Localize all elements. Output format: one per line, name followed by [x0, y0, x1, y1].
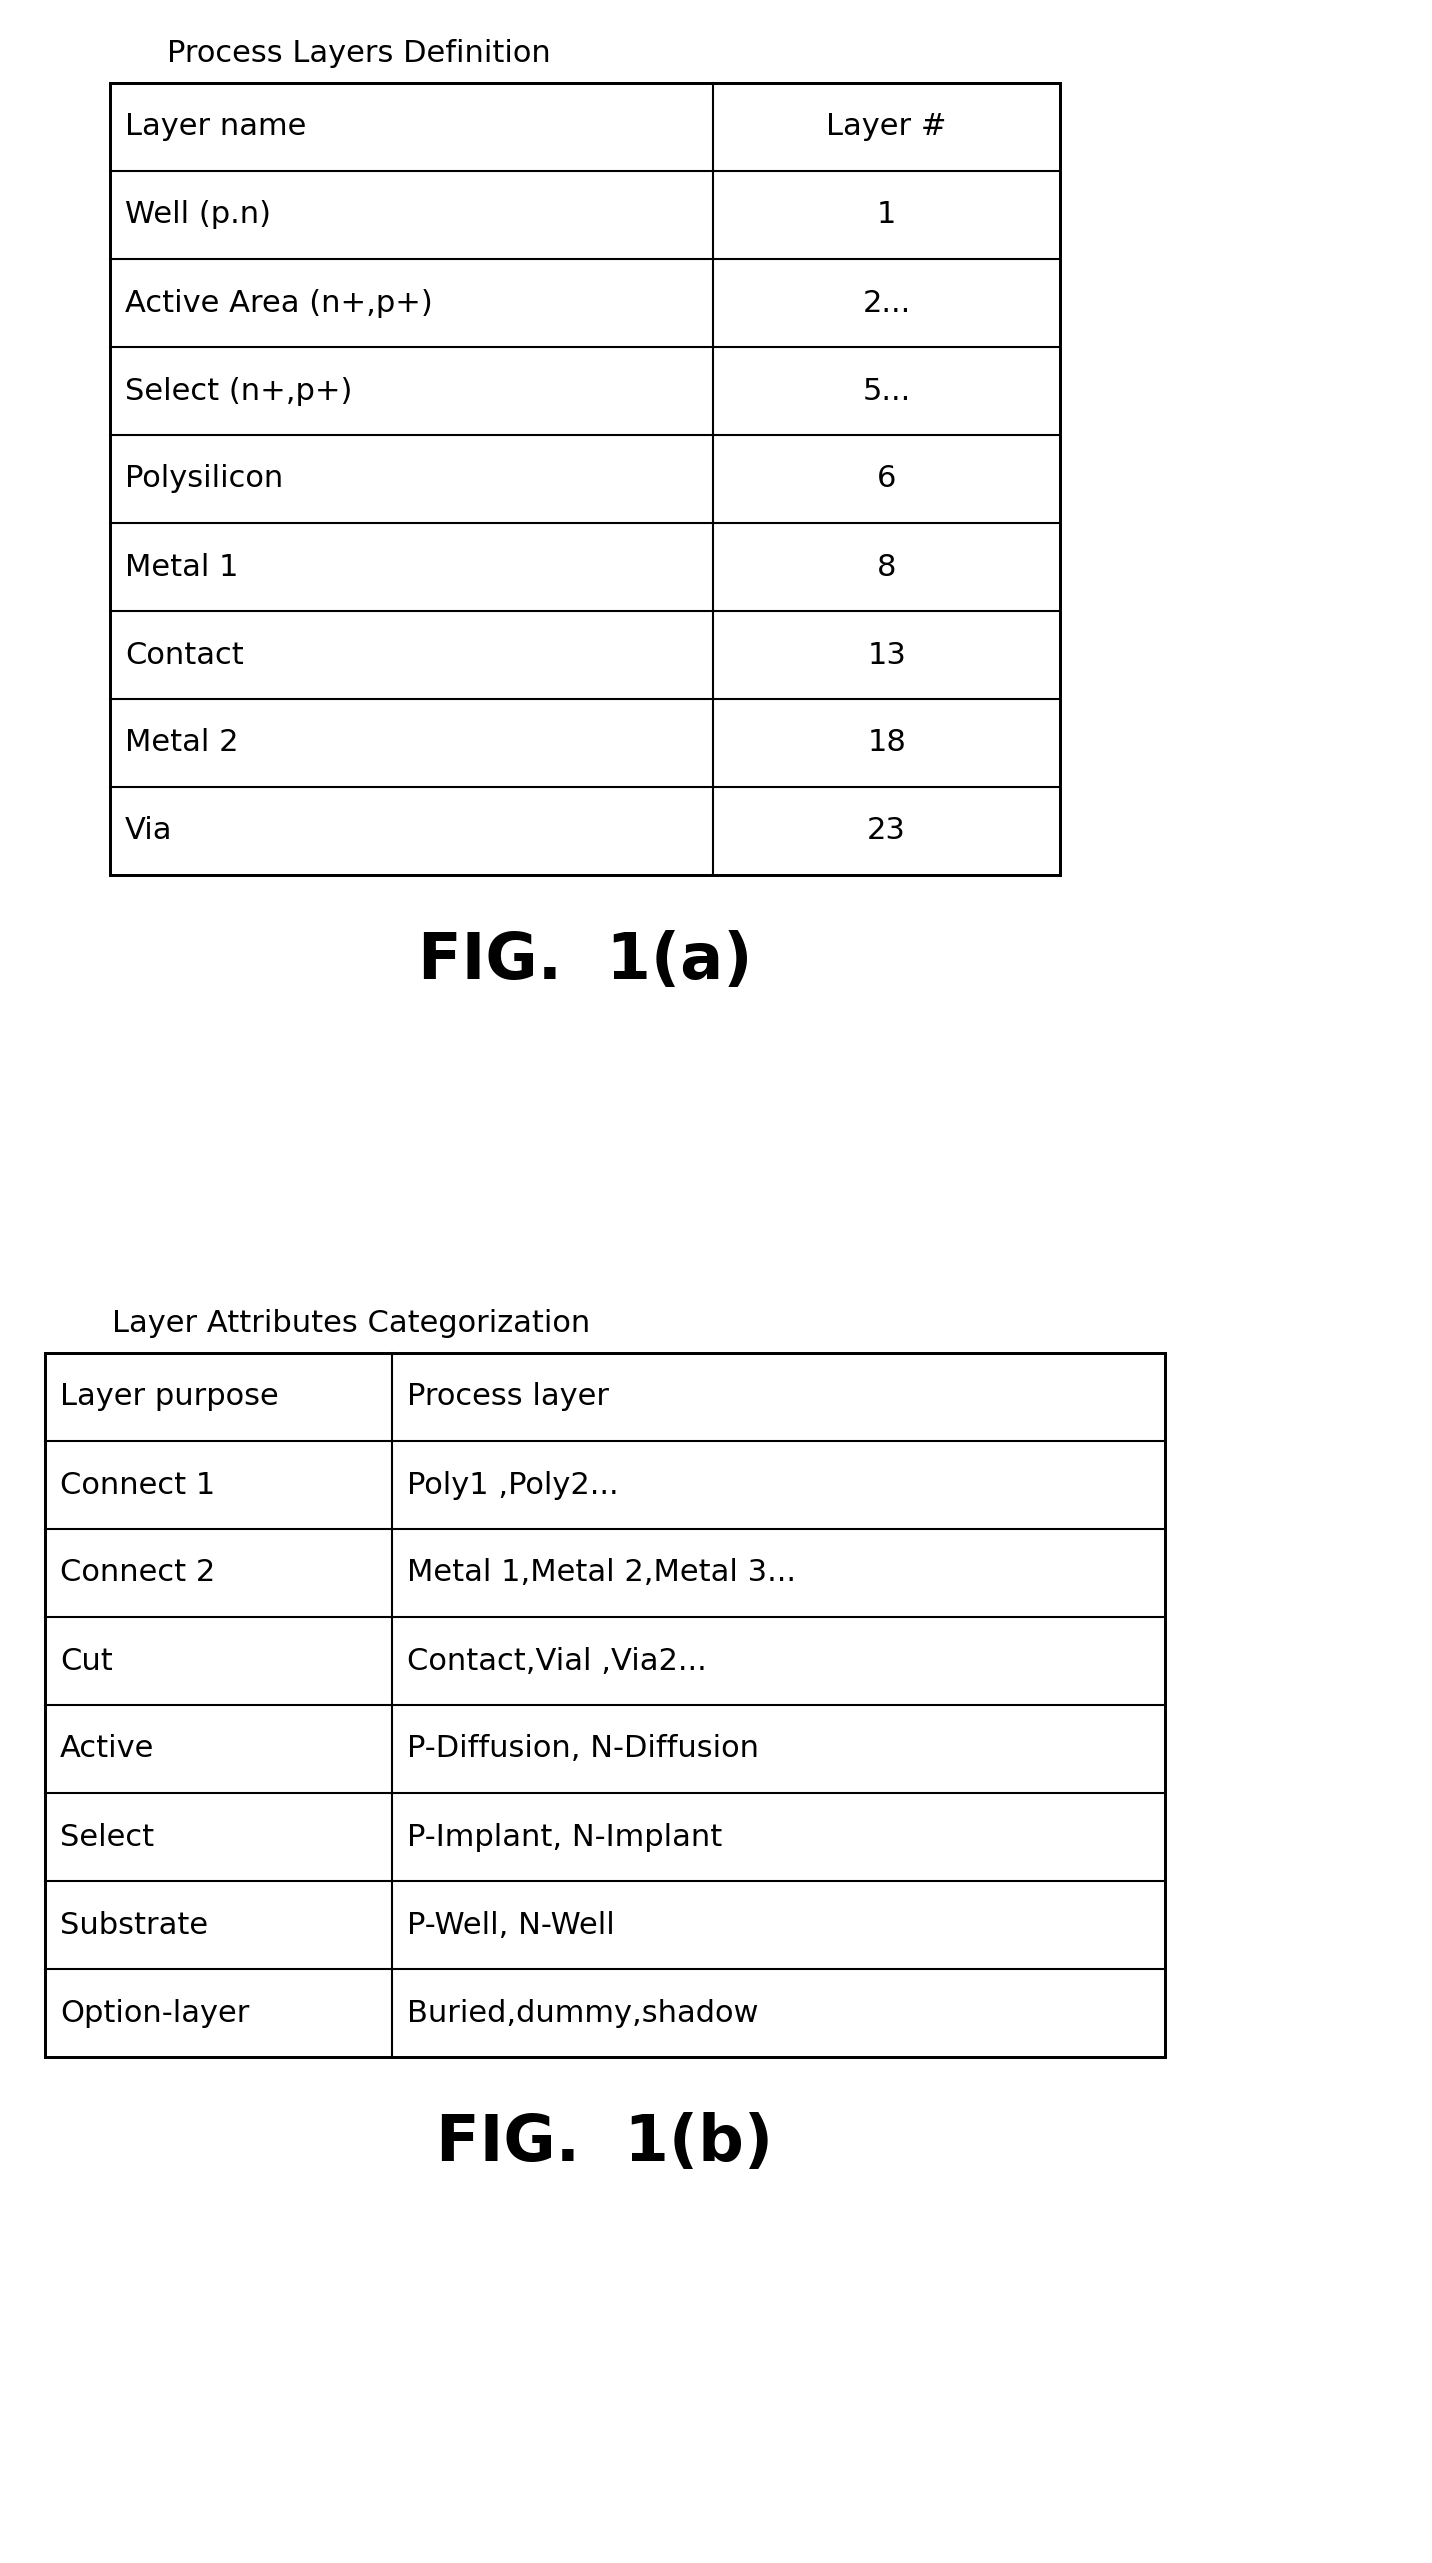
Text: Polysilicon: Polysilicon: [125, 464, 284, 495]
Text: P-Implant, N-Implant: P-Implant, N-Implant: [407, 1822, 723, 1850]
Text: 1: 1: [876, 200, 896, 231]
Text: Process Layers Definition: Process Layers Definition: [168, 38, 551, 69]
Text: Poly1 ,Poly2...: Poly1 ,Poly2...: [407, 1471, 619, 1499]
Text: Layer #: Layer #: [826, 113, 947, 141]
Text: Metal 2: Metal 2: [125, 728, 239, 759]
Text: P-Diffusion, N-Diffusion: P-Diffusion, N-Diffusion: [407, 1735, 759, 1763]
Bar: [110, 82, 1060, 874]
Text: 8: 8: [876, 554, 896, 582]
Text: Metal 1,Metal 2,Metal 3...: Metal 1,Metal 2,Metal 3...: [407, 1558, 796, 1586]
Text: Active Area (n+,p+): Active Area (n+,p+): [125, 290, 432, 318]
Text: Option-layer: Option-layer: [60, 1999, 249, 2027]
Text: 5...: 5...: [862, 377, 911, 405]
Text: P-Well, N-Well: P-Well, N-Well: [407, 1909, 614, 1940]
Text: Contact,Vial ,Via2...: Contact,Vial ,Via2...: [407, 1645, 707, 1676]
Text: 18: 18: [868, 728, 906, 759]
Text: Connect 1: Connect 1: [60, 1471, 215, 1499]
Text: 13: 13: [868, 641, 906, 669]
Text: Connect 2: Connect 2: [60, 1558, 215, 1586]
Text: Well (p.n): Well (p.n): [125, 200, 271, 231]
Text: Metal 1: Metal 1: [125, 554, 239, 582]
Text: FIG.  1(b): FIG. 1(b): [437, 2112, 773, 2173]
Text: 2...: 2...: [862, 290, 911, 318]
Text: 6: 6: [876, 464, 896, 495]
Text: Select (n+,p+): Select (n+,p+): [125, 377, 352, 405]
Text: Cut: Cut: [60, 1645, 113, 1676]
Text: Via: Via: [125, 818, 172, 846]
Text: Active: Active: [60, 1735, 155, 1763]
Text: FIG.  1(a): FIG. 1(a): [418, 930, 752, 992]
Bar: [44, 1353, 1166, 2058]
Text: Layer name: Layer name: [125, 113, 306, 141]
Text: Substrate: Substrate: [60, 1909, 208, 1940]
Text: Buried,dummy,shadow: Buried,dummy,shadow: [407, 1999, 759, 2027]
Text: Process layer: Process layer: [407, 1381, 609, 1412]
Text: Contact: Contact: [125, 641, 243, 669]
Text: Select: Select: [60, 1822, 155, 1850]
Text: Layer purpose: Layer purpose: [60, 1381, 279, 1412]
Text: 23: 23: [868, 818, 906, 846]
Text: Layer Attributes Categorization: Layer Attributes Categorization: [112, 1310, 590, 1338]
